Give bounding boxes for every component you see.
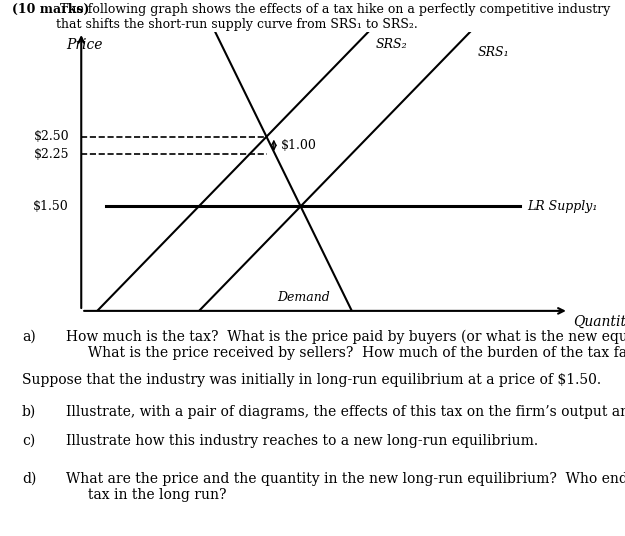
Text: Demand: Demand [277, 291, 329, 304]
Text: Illustrate, with a pair of diagrams, the effects of this tax on the firm’s outpu: Illustrate, with a pair of diagrams, the… [66, 405, 625, 419]
Text: What are the price and the quantity in the new long-run equilibrium?  Who ends u: What are the price and the quantity in t… [66, 472, 625, 502]
Text: Suppose that the industry was initially in long-run equilibrium at a price of $1: Suppose that the industry was initially … [22, 373, 601, 386]
Text: $2.50: $2.50 [34, 130, 69, 143]
Text: b): b) [22, 405, 36, 419]
Text: $1.00: $1.00 [281, 139, 317, 152]
Text: $1.50: $1.50 [33, 200, 69, 213]
Text: Illustrate how this industry reaches to a new long-run equilibrium.: Illustrate how this industry reaches to … [66, 434, 538, 448]
Text: d): d) [22, 472, 36, 486]
Text: $2.25: $2.25 [34, 147, 69, 161]
Text: SRS₁: SRS₁ [478, 46, 509, 59]
Text: SRS₂: SRS₂ [376, 38, 407, 51]
Text: The following graph shows the effects of a tax hike on a perfectly competitive i: The following graph shows the effects of… [56, 3, 611, 31]
Text: Quantity: Quantity [574, 315, 625, 329]
Text: How much is the tax?  What is the price paid by buyers (or what is the new equil: How much is the tax? What is the price p… [66, 330, 625, 360]
Text: Price: Price [67, 38, 103, 52]
Text: a): a) [22, 330, 36, 344]
Text: (10 marks): (10 marks) [12, 3, 90, 16]
Text: c): c) [22, 434, 35, 448]
Text: LR Supply₁: LR Supply₁ [528, 200, 598, 213]
